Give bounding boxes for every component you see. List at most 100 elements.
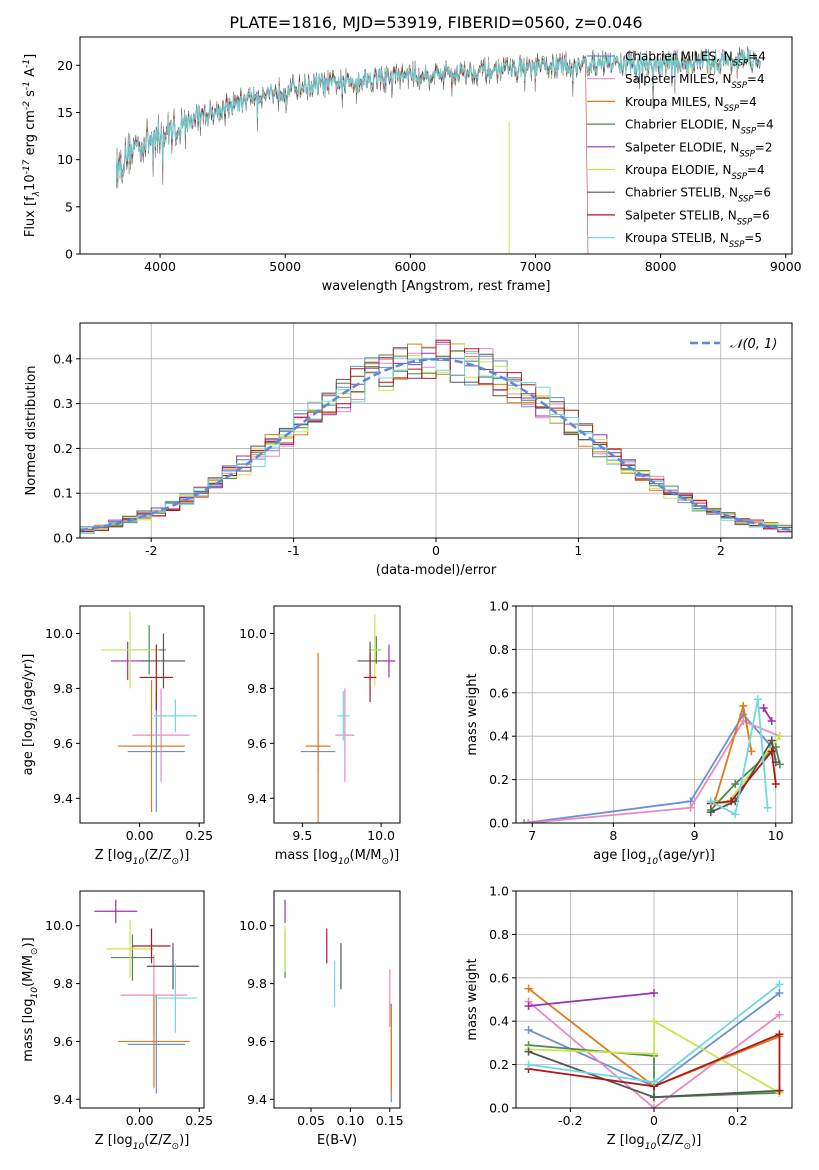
residual-histogram (80, 353, 792, 534)
y-tick-label: 9.8 (53, 976, 73, 991)
x-axis-label: Z [log10(Z/Z⊙)] (607, 1133, 702, 1152)
weight-marker (706, 797, 715, 806)
weight-marker (731, 810, 740, 819)
y-tick-label: 5 (65, 199, 73, 214)
y-tick-label: 0.2 (489, 1057, 509, 1072)
weight-marker (524, 819, 533, 823)
weight_vs_Z-axes: -0.2 0 0.2 0.0 0.2 0.4 0.6 0.8 1.0 Z [log10(Z/Z⊙)… (465, 884, 793, 1152)
weight-marker (775, 1030, 784, 1039)
x-tick-label: 0.25 (185, 828, 213, 843)
weight-marker (775, 980, 784, 989)
x-axis-label: wavelength [Angstrom, rest frame] (322, 279, 551, 294)
x-axis-label: E(B-V) (317, 1133, 357, 1148)
y-tick-label: 9.4 (53, 791, 73, 806)
weight-line (528, 719, 781, 823)
mass_vs_ebv-plot (284, 899, 392, 1103)
y-axis-label: mass weight (465, 673, 480, 755)
y-tick-label: 0.1 (53, 486, 73, 501)
legend-label: Kroupa MILES, NSSP=4 (625, 95, 757, 113)
weight-marker (739, 701, 748, 710)
x-tick-label: 0.2 (728, 1113, 748, 1128)
y-tick-label: 0.0 (489, 816, 509, 831)
y-tick-label: 0.2 (53, 441, 73, 456)
weight-marker (775, 1086, 784, 1095)
y-tick-label: 0.4 (489, 1014, 509, 1029)
x-tick-label: 9 (691, 828, 699, 843)
y-tick-label: 10 (57, 152, 73, 167)
x-tick-label: 9.5 (292, 828, 312, 843)
y-tick-label: 9.4 (53, 1092, 73, 1107)
y-tick-label: 0.4 (489, 729, 509, 744)
weight_vs_Z-plot (524, 980, 784, 1108)
x-tick-label: 1 (574, 543, 582, 558)
x-tick-label: 0.00 (126, 1113, 154, 1128)
legend-label: Salpeter ELODIE, NSSP=2 (625, 140, 773, 158)
mass_vs_Z-plot (94, 899, 200, 1094)
x-tick-label: 10.0 (367, 828, 395, 843)
weight-marker (524, 1047, 533, 1056)
spectrum-plot (115, 46, 762, 254)
y-axis-label: age [log10(age/yr)] (21, 654, 40, 776)
weight-line (710, 745, 781, 811)
axes-frame (515, 605, 793, 824)
y-tick-label: 15 (57, 105, 73, 120)
weight-line (528, 1019, 780, 1094)
weight-line (528, 1044, 780, 1099)
y-tick-label: 0.8 (489, 642, 509, 657)
weight-marker (771, 779, 780, 788)
weight-marker (753, 695, 762, 704)
y-tick-label: 10.0 (239, 918, 267, 933)
y-tick-label: 1.0 (489, 599, 509, 614)
x-tick-label: 9000 (770, 259, 802, 274)
residuals-axes: -2 -1 0 1 2 0.0 0.1 0.2 0.3 0.4 (data-model)/error… (24, 322, 793, 578)
x-tick-label: 4000 (144, 259, 176, 274)
x-tick-label: 5000 (269, 259, 301, 274)
y-tick-label: 9.6 (247, 736, 267, 751)
x-tick-label: -0.2 (558, 1113, 582, 1128)
x-tick-label: 8 (609, 828, 617, 843)
gaussian-curve (80, 358, 792, 532)
weight-marker (775, 760, 784, 769)
x-axis-label: (data-model)/error (376, 563, 497, 578)
y-tick-label: 9.8 (247, 976, 267, 991)
weight-marker (650, 1093, 658, 1102)
x-tick-label: 0 (650, 1113, 658, 1128)
weight-marker (686, 803, 695, 812)
legend-label: Chabrier MILES, NSSP=4 (625, 50, 766, 68)
legend-label: Salpeter STELIB, NSSP=6 (625, 208, 770, 226)
axes-frame (273, 605, 401, 824)
y-tick-label: 0.0 (489, 1101, 509, 1116)
x-tick-label: 8000 (645, 259, 677, 274)
y-tick-label: 0.6 (489, 970, 509, 985)
age_vs_Z-plot (101, 611, 197, 813)
y-tick-label: 0 (65, 247, 73, 262)
x-axis-label: Z [log10(Z/Z⊙)] (95, 1133, 190, 1152)
x-tick-label: 2 (717, 543, 725, 558)
weight_vs_age-plot (520, 695, 784, 823)
y-axis-label: mass [log10(M/M⊙)] (21, 937, 40, 1061)
y-tick-label: 9.8 (53, 681, 73, 696)
legend-label: Salpeter MILES, NSSP=4 (625, 72, 765, 90)
y-tick-label: 0.0 (53, 531, 73, 546)
weight-marker (775, 732, 784, 741)
weight-marker (767, 747, 776, 756)
y-tick-label: 10.0 (239, 626, 267, 641)
x-tick-label: 0.00 (126, 828, 154, 843)
weight-marker (520, 819, 529, 823)
axes-frame (79, 36, 793, 255)
weight-marker (775, 988, 784, 997)
figure-title: PLATE=1816, MJD=53919, FIBERID=0560, z=0… (229, 13, 642, 32)
x-tick-label: 0.15 (376, 1113, 404, 1128)
weight-line (527, 1001, 781, 1108)
weight-line (710, 749, 777, 805)
legend-label: Chabrier STELIB, NSSP=6 (625, 186, 771, 204)
y-tick-label: 1.0 (489, 884, 509, 899)
x-tick-label: 7000 (520, 259, 552, 274)
weight-marker (650, 1017, 658, 1026)
weight-marker (731, 779, 740, 788)
weight-marker (524, 984, 533, 993)
age_vs_Z-axes: 0.00 0.25 9.4 9.6 9.8 10.0 Z [log10(Z/Z⊙)] age … (21, 605, 213, 867)
axes-frame (79, 890, 205, 1109)
